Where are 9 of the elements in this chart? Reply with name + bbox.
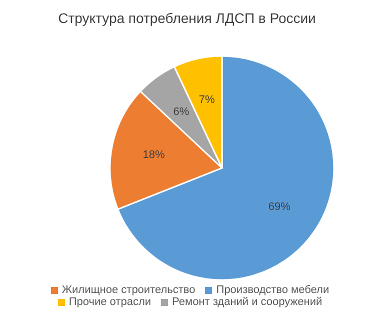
data-label: 18%	[142, 148, 166, 161]
legend-label: Жилищное строительство	[62, 284, 196, 296]
legend-label: Ремонт зданий и сооружений	[172, 296, 322, 308]
data-label: 69%	[268, 201, 291, 214]
legend-label: Прочие отрасли	[68, 296, 152, 308]
chart-title: Структура потребления ЛДСП в России	[57, 10, 317, 26]
data-label: 6%	[173, 106, 190, 118]
legend-label: Производство мебели	[216, 284, 330, 296]
data-label: 7%	[198, 94, 216, 106]
